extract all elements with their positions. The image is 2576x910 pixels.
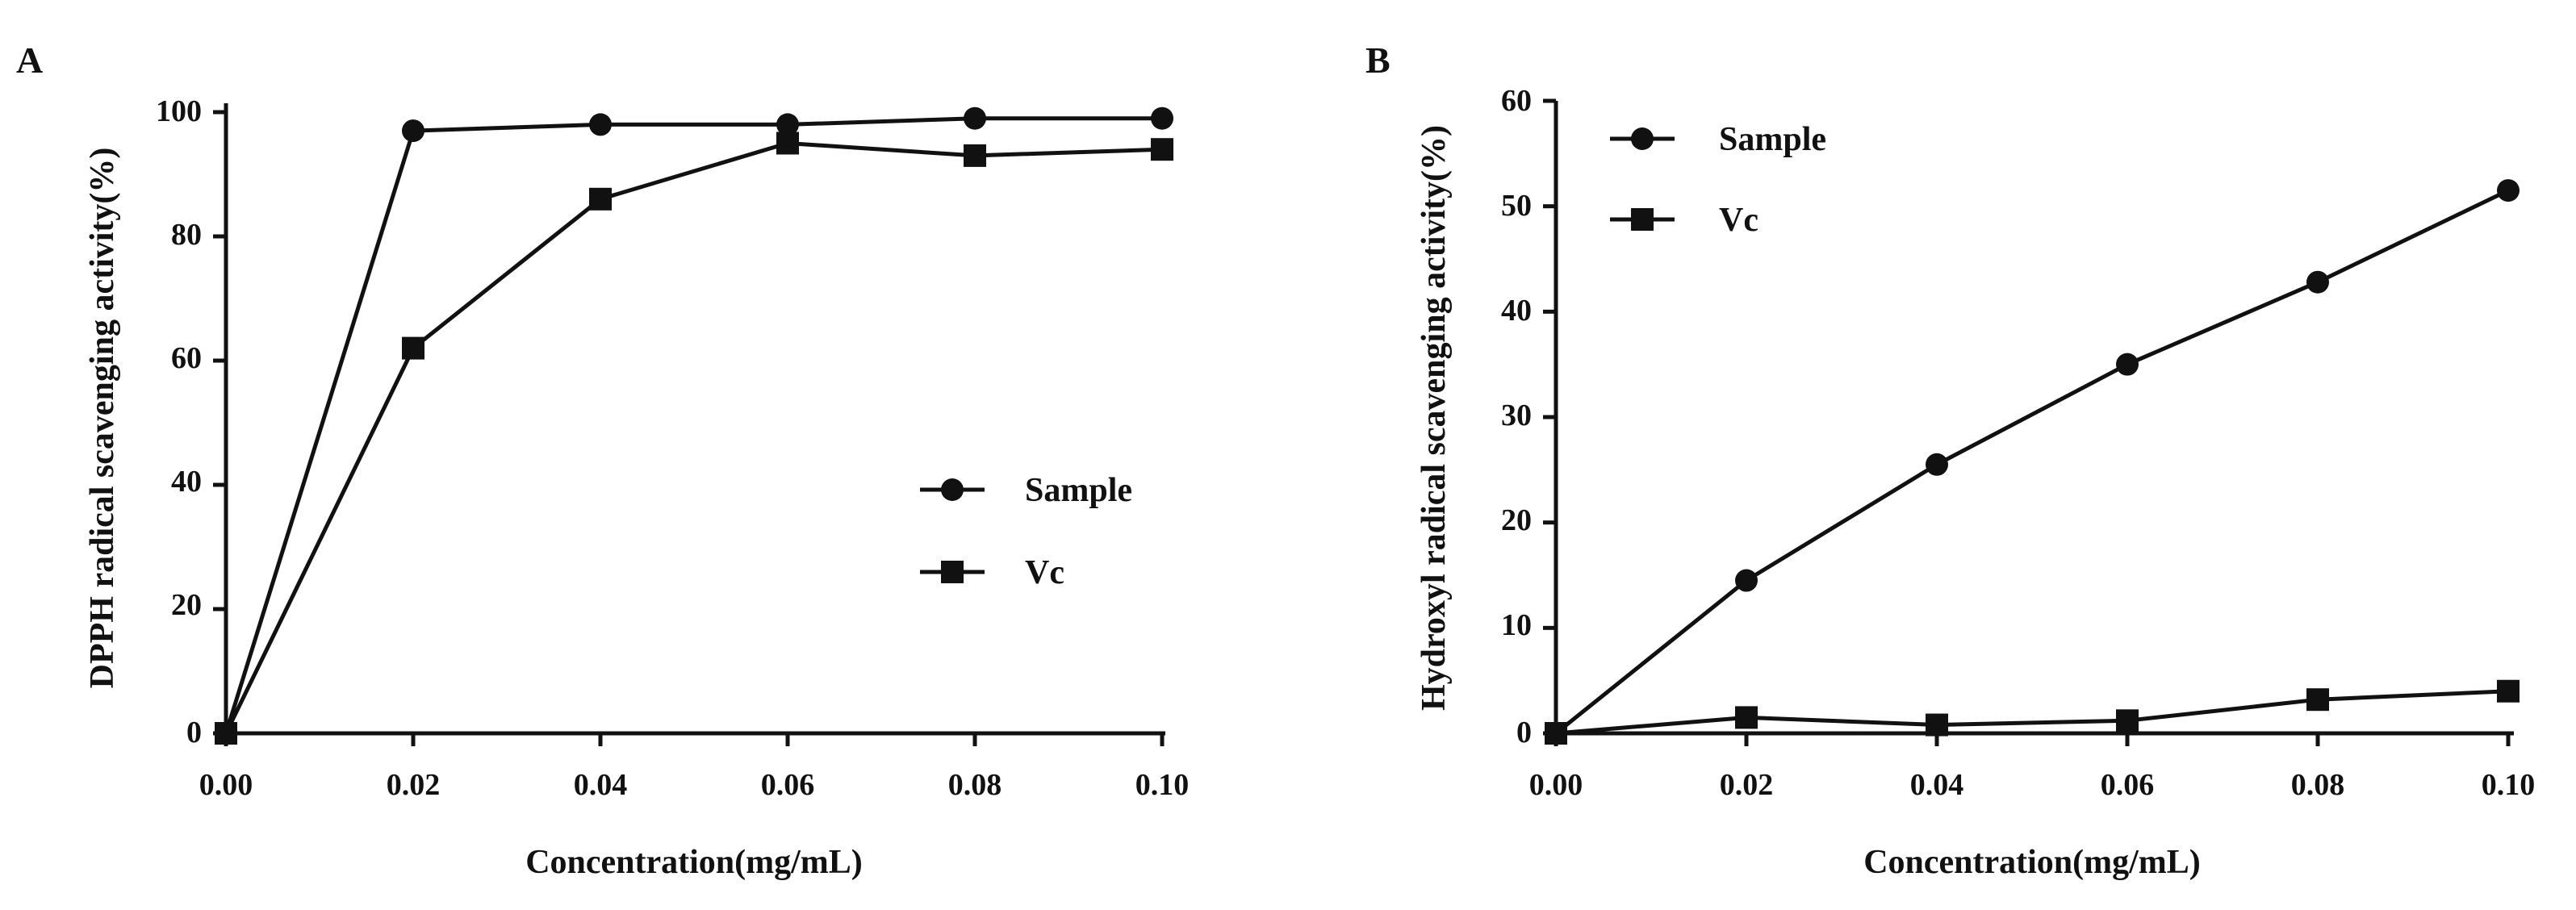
x-axis-title-a: Concentration(mg/mL) [525, 844, 863, 881]
legend-label-sample-b: Sample [1719, 121, 1826, 158]
y-tick-label-b: 0 [1516, 716, 1532, 749]
data-point-vc-b [1545, 722, 1567, 745]
data-point-sample-b [2306, 270, 2329, 294]
y-tick-label-a: 0 [186, 716, 202, 749]
y-tick-label-b: 40 [1501, 294, 1532, 328]
x-tick-label-a: 0.00 [199, 768, 253, 802]
series-line-vc-a [224, 141, 1163, 735]
data-point-sample-a [589, 113, 612, 136]
legend-label-vc-b: Vc [1719, 202, 1758, 239]
data-point-vc-a [402, 336, 424, 360]
data-point-vc-b [1735, 706, 1758, 729]
x-tick-label-a: 0.04 [574, 768, 628, 802]
x-tick-label-a: 0.02 [387, 768, 441, 802]
data-point-sample-a [964, 106, 986, 130]
legend-marker-vc-b [1631, 208, 1654, 231]
data-point-vc-b [2116, 709, 2139, 733]
legend-marker-vc-a [941, 561, 964, 583]
y-tick-label-a: 60 [171, 341, 202, 375]
data-point-sample-a [402, 119, 424, 143]
data-point-vc-a [589, 187, 612, 211]
y-tick-label-a: 40 [171, 465, 202, 499]
x-tick-label-b: 0.02 [1720, 768, 1774, 802]
data-point-vc-a [1151, 138, 1173, 161]
data-point-vc-a [776, 131, 799, 155]
y-tick-label-b: 50 [1501, 189, 1532, 223]
series-line-vc-b [1555, 689, 2509, 736]
data-point-sample-b [1735, 569, 1758, 592]
x-axis-title-b: Concentration(mg/mL) [1863, 844, 2201, 881]
y-tick-label-b: 30 [1501, 399, 1532, 432]
chart-panel-a: A 100 80 60 40 20 0 0.00 0.02 0.04 0.06 … [16, 40, 1189, 881]
data-point-sample-a [776, 113, 799, 136]
y-tick-label-b: 20 [1501, 503, 1532, 537]
series-line-sample-a [224, 116, 1162, 734]
legend-marker-sample-b [1631, 127, 1654, 150]
legend-label-sample-a: Sample [1025, 472, 1132, 509]
x-tick-label-b: 0.08 [2291, 768, 2345, 802]
data-point-vc-b [1926, 713, 1948, 737]
data-point-vc-b [2497, 679, 2520, 703]
y-axis-title-a: DPPH radical scavenging activity(%) [84, 148, 121, 689]
x-tick-label-a: 0.10 [1135, 768, 1190, 802]
data-point-vc-b [2306, 688, 2329, 712]
y-tick-label-a: 20 [171, 588, 202, 622]
y-tick-label-b: 10 [1501, 608, 1532, 642]
panel-label-a: A [16, 40, 43, 81]
x-tick-label-a: 0.08 [948, 768, 1002, 802]
legend-b: Sample Vc [1610, 121, 1826, 239]
series-line-sample-b [1554, 188, 2510, 735]
y-tick-label-b: 60 [1501, 84, 1532, 118]
x-tick-label-b: 0.06 [2101, 768, 2155, 802]
chart-panel-b: B 60 50 40 30 20 10 0 0.00 0.02 0.04 0.0… [1365, 40, 2535, 881]
data-point-vc-a [215, 722, 237, 745]
legend-label-vc-a: Vc [1025, 554, 1064, 591]
x-tick-label-a: 0.06 [761, 768, 815, 802]
legend-marker-sample-a [941, 478, 964, 501]
data-point-sample-b [2497, 179, 2520, 202]
data-point-sample-b [1926, 453, 1948, 476]
data-point-sample-a [1151, 106, 1173, 130]
legend-a: Sample Vc [920, 472, 1132, 591]
y-axis-title-b: Hydroxyl radical scavenging activity(%) [1416, 125, 1453, 711]
data-point-sample-b [2116, 353, 2139, 376]
x-tick-label-b: 0.00 [1529, 768, 1583, 802]
data-point-vc-a [964, 144, 986, 167]
x-tick-label-b: 0.04 [1910, 768, 1964, 802]
y-tick-label-a: 80 [171, 218, 202, 252]
y-tick-label-a: 100 [156, 94, 202, 128]
panel-label-b: B [1365, 40, 1390, 81]
x-tick-label-b: 0.10 [2482, 768, 2536, 802]
